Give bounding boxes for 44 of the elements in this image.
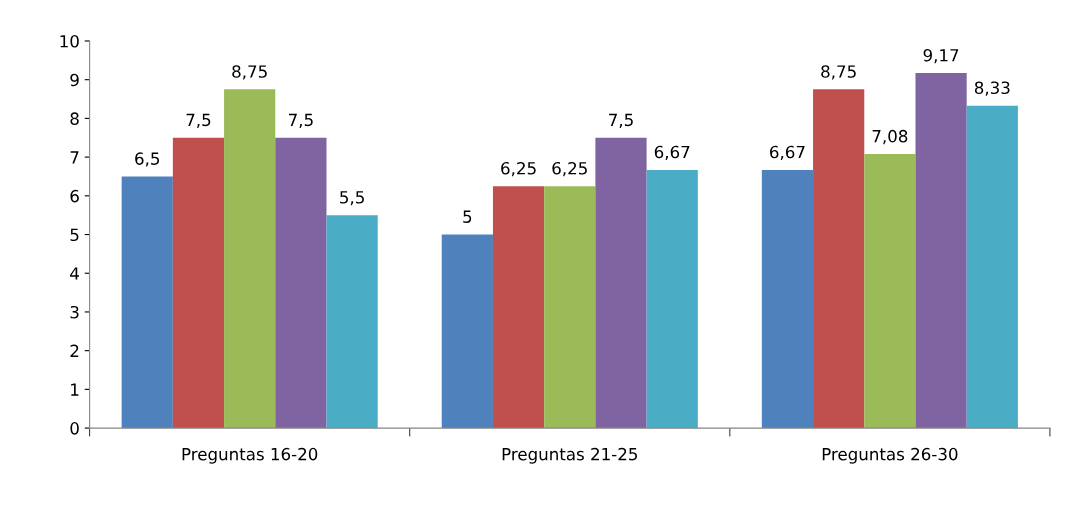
data-label: 5,5 xyxy=(340,191,364,206)
data-label: 8,33 xyxy=(974,81,1010,96)
data-label: 8,75 xyxy=(821,65,856,80)
bar xyxy=(864,154,916,429)
data-label: 7,08 xyxy=(872,129,908,145)
data-label: 9,17 xyxy=(923,48,959,64)
data-label: 6,25 xyxy=(552,161,587,177)
y-tick-label: 10 xyxy=(60,34,79,48)
y-tick-label: 1 xyxy=(71,383,79,396)
data-label: 6,5 xyxy=(135,152,160,167)
data-label: 6,25 xyxy=(501,161,536,177)
y-tick-label: 0 xyxy=(70,422,79,435)
data-label: 7,5 xyxy=(186,113,211,128)
bar xyxy=(813,89,865,429)
bar xyxy=(172,137,225,429)
y-tick-label: 8 xyxy=(70,112,79,125)
y-tick-label: 3 xyxy=(70,305,79,319)
x-tick-label: Preguntas 16-20 xyxy=(182,447,318,464)
data-label: 8,75 xyxy=(232,65,267,80)
bar xyxy=(966,105,1018,429)
x-tick-label: Preguntas 21-25 xyxy=(502,447,637,464)
bar xyxy=(224,89,276,429)
bar xyxy=(646,169,698,429)
y-tick-label: 6 xyxy=(70,189,79,203)
data-label: 7,5 xyxy=(289,113,313,128)
bar xyxy=(761,169,814,429)
bar xyxy=(915,73,967,429)
bar xyxy=(441,234,493,429)
bar xyxy=(326,215,378,429)
data-label: 6,67 xyxy=(654,145,690,161)
data-label: 7,5 xyxy=(609,113,633,128)
data-label: 5 xyxy=(463,210,472,223)
y-tick-label: 2 xyxy=(70,344,79,357)
bar xyxy=(121,176,173,429)
x-tick-label: Preguntas 26-30 xyxy=(822,447,958,464)
bar xyxy=(275,137,327,429)
y-tick-label: 7 xyxy=(70,151,79,164)
y-tick-label: 9 xyxy=(70,73,79,87)
y-tick-label: 5 xyxy=(70,228,79,242)
bar xyxy=(492,186,545,429)
data-label: 6,67 xyxy=(770,145,805,161)
bar xyxy=(595,137,647,429)
y-tick-label: 4 xyxy=(70,267,79,280)
bar xyxy=(544,186,596,429)
